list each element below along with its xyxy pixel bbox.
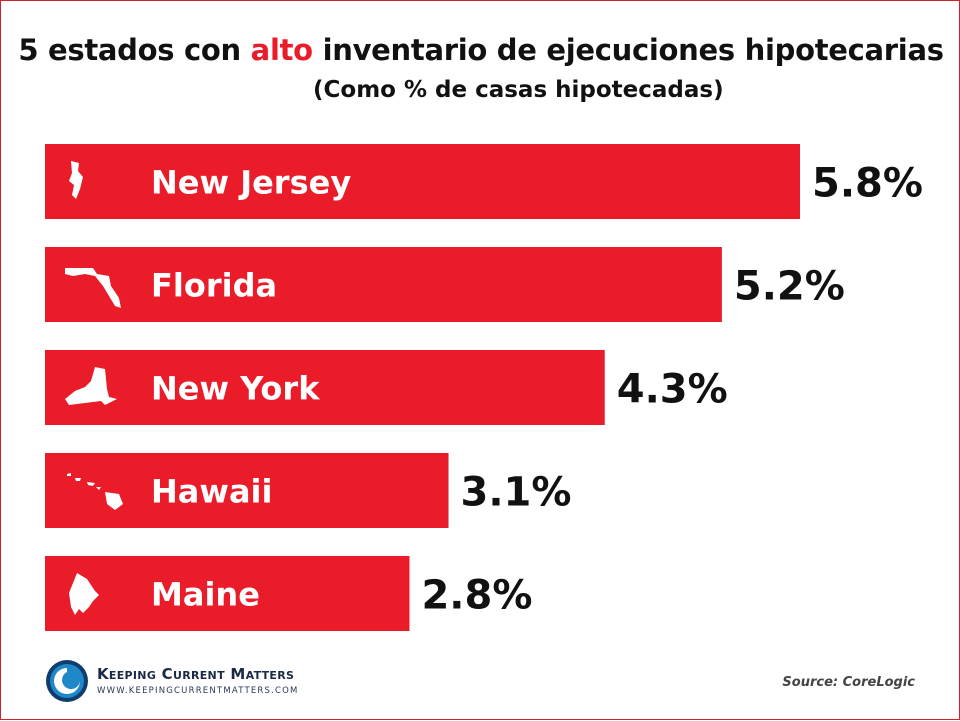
bar-group: Hawaii 3.1% — [45, 453, 571, 528]
category-label: Florida — [151, 267, 277, 305]
bar — [45, 247, 722, 322]
kcm-logo-icon — [46, 660, 88, 702]
bar-group: New Jersey 5.8% — [45, 144, 923, 219]
category-label: New York — [151, 370, 320, 408]
hawaii-shape-icon — [67, 473, 123, 510]
brand-name: Keeping Current Matters — [97, 665, 295, 683]
bar — [45, 144, 800, 219]
chart-subtitle: (Como % de casas hipotecadas) — [313, 77, 724, 103]
new-york-shape-icon — [65, 367, 117, 405]
bar-group: New York 4.3% — [45, 350, 728, 425]
maine-shape-icon — [69, 573, 99, 615]
category-label: New Jersey — [151, 164, 351, 202]
chart-title: 5 estados con alto inventario de ejecuci… — [1, 33, 960, 67]
title-part-1: 5 estados con — [18, 33, 251, 67]
source-note: Source: CoreLogic — [782, 675, 915, 690]
brand-website: WWW.KEEPINGCURRENTMATTERS.COM — [97, 686, 299, 696]
bar — [45, 350, 605, 425]
bar-group: Florida 5.2% — [45, 247, 845, 322]
value-label: 3.1% — [461, 470, 572, 516]
new-jersey-shape-icon — [69, 161, 83, 199]
florida-shape-icon — [65, 268, 121, 308]
category-label: Hawaii — [151, 473, 272, 511]
bar — [45, 556, 410, 631]
value-label: 4.3% — [617, 367, 728, 413]
bar-group: Maine 2.8% — [45, 556, 532, 631]
bar — [45, 453, 449, 528]
value-label: 5.2% — [734, 264, 845, 310]
value-label: 5.8% — [812, 161, 923, 207]
value-label: 2.8% — [421, 573, 532, 619]
title-accent-word: alto — [250, 33, 313, 67]
title-part-2: inventario de ejecuciones hipotecarias — [312, 33, 944, 67]
category-label: Maine — [151, 576, 260, 614]
